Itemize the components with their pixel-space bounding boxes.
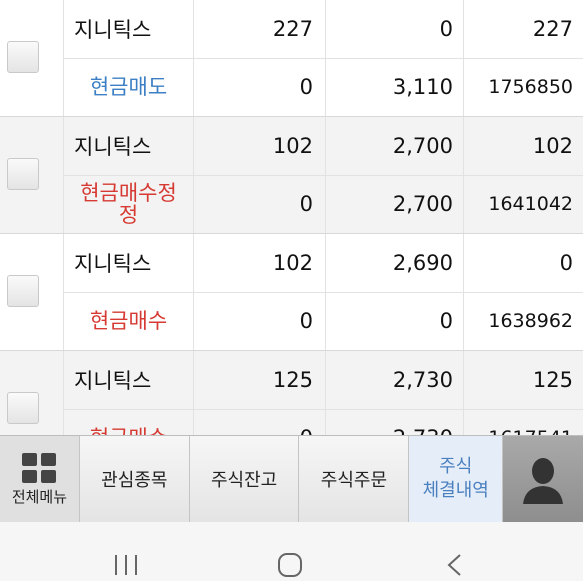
checkbox[interactable] [7,275,39,307]
stock-name: 지니틱스 [63,0,193,58]
stock-name: 지니틱스 [63,351,193,409]
active-tab[interactable]: 주식 체결내역 [409,436,504,522]
exec-price: 2,730 [325,409,463,435]
order-group[interactable]: 지니틱스 102 2,690 0 현금매수 0 0 1638962 [0,234,583,351]
exec-price: 3,110 [325,58,463,116]
exec-qty: 0 [193,409,325,435]
order-row: 현금매수02,7301617541 [63,409,583,435]
grid-icon [22,452,57,483]
order-list: 지니틱스 227 0 227 현금매도 0 3,110 1756850 지니틱스 102 2,700… [0,0,583,435]
checkbox[interactable] [7,392,39,424]
order-qty: 125 [193,351,325,409]
menu-tab[interactable]: 전체메뉴 [0,436,80,522]
order-type: 현금매수 [63,409,193,435]
system-icons [115,553,461,577]
tab[interactable]: 주식주문 [299,436,410,522]
order-number: 1617541 [463,409,583,435]
remain-qty: 102 [463,117,583,175]
order-row: 지니틱스 102 2,700 102 [63,117,583,176]
home-icon[interactable] [278,553,302,577]
order-number: 1641042 [463,175,583,233]
order-qty: 102 [193,234,325,292]
order-group[interactable]: 지니틱스 102 2,700 102 현금매수정정 0 2,700 1641042 [0,117,583,234]
order-row: 현금매수정정 0 2,700 1641042 [63,175,583,233]
exec-qty: 0 [193,292,325,350]
order-type: 현금매도 [63,58,193,116]
order-type: 현금매수정정 [63,175,193,233]
remain-qty: 227 [463,0,583,58]
remain-qty: 125 [463,351,583,409]
exec-qty: 0 [193,175,325,233]
order-price: 2,700 [325,117,463,175]
exec-price: 0 [325,292,463,350]
tab-bar: 전체메뉴 관심종목 주식잔고 주식주문 주식 체결내역 [0,435,583,522]
order-row: 지니틱스 227 0 227 [63,0,583,59]
tab[interactable]: 주식잔고 [189,436,300,522]
stock-name: 지니틱스 [63,234,193,292]
checkbox[interactable] [7,158,39,190]
order-qty: 102 [193,117,325,175]
tab-line: 체결내역 [422,480,489,501]
system-nav [0,522,583,581]
order-type: 현금매수 [63,292,193,350]
exec-price: 2,700 [325,175,463,233]
tab-line: 주식 [439,456,473,477]
order-price: 2,730 [325,351,463,409]
stock-name: 지니틱스 [63,117,193,175]
remain-qty: 0 [463,234,583,292]
order-number: 1756850 [463,58,583,116]
back-icon[interactable] [447,554,461,576]
menu-label: 전체메뉴 [11,487,68,506]
tab[interactable]: 관심종목 [79,436,190,522]
exec-qty: 0 [193,58,325,116]
order-number: 1638962 [463,292,583,350]
checkbox[interactable] [7,41,39,73]
order-row: 현금매수 0 0 1638962 [63,292,583,350]
order-group[interactable]: 지니틱스 227 0 227 현금매도 0 3,110 1756850 [0,0,583,117]
order-price: 2,690 [325,234,463,292]
order-row: 지니틱스 125 2,730 125 [63,351,583,410]
order-price: 0 [325,0,463,58]
profile-icon [523,458,564,504]
profile-button[interactable] [503,436,583,522]
order-qty: 227 [193,0,325,58]
order-row: 현금매도 0 3,110 1756850 [63,58,583,116]
order-row: 지니틱스 102 2,690 0 [63,234,583,293]
